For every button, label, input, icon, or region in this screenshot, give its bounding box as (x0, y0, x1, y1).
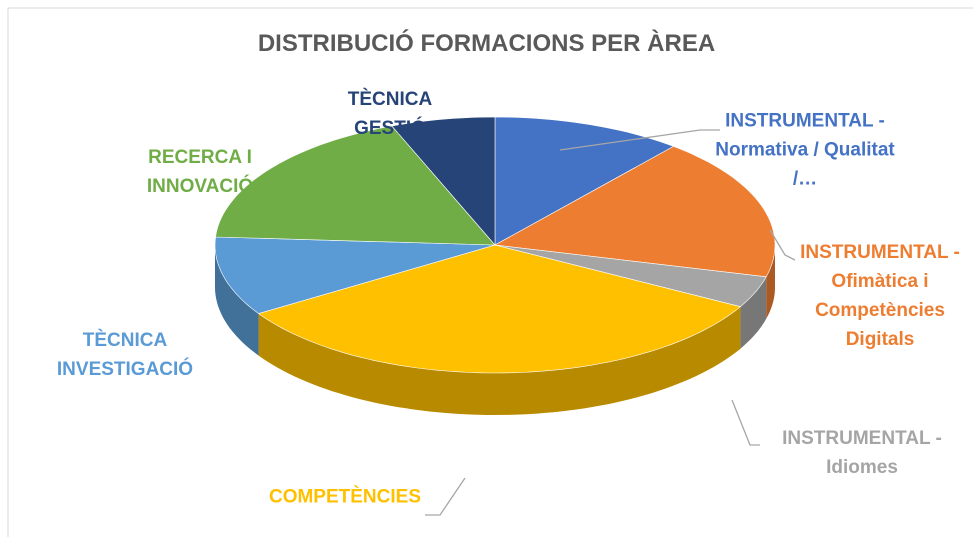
slice (494, 146, 776, 278)
slice-side-shade (740, 276, 767, 349)
slice (494, 244, 767, 308)
leader-line (425, 477, 466, 516)
slice-label: RECERCA I INNOVACIÓ (146, 147, 254, 197)
chart-border (7, 7, 973, 537)
slice-side-shade (766, 245, 775, 319)
leader-line (769, 229, 796, 261)
slice-label: INSTRUMENTAL - Normativa / Qualitat /… (715, 110, 895, 190)
slice-side-shade (258, 306, 741, 415)
leader-lines (425, 129, 796, 516)
leader-line (559, 129, 720, 151)
slice-label: COMPETÈNCIES (268, 486, 422, 508)
slice-label: TÈCNICA GESTIÓ (347, 89, 433, 139)
slice (494, 116, 675, 246)
slice (214, 236, 496, 314)
slice-label: INSTRUMENTAL - Ofimàtica i Competències … (800, 242, 960, 350)
slice-side (215, 245, 259, 356)
slice-label: TÈCNICA INVESTIGACIÓ (56, 330, 194, 380)
slice-label: INSTRUMENTAL - Idiomes (782, 428, 942, 478)
slice (257, 244, 742, 374)
slice-side (740, 276, 767, 349)
slice (215, 125, 496, 246)
leader-line (731, 399, 760, 446)
slice-side-shade (215, 245, 259, 356)
slice-side (766, 245, 775, 319)
slice-side (258, 306, 741, 415)
chart-title: DISTRIBUCIÓ FORMACIONS PER ÀREA (257, 30, 716, 57)
slice (391, 116, 496, 246)
